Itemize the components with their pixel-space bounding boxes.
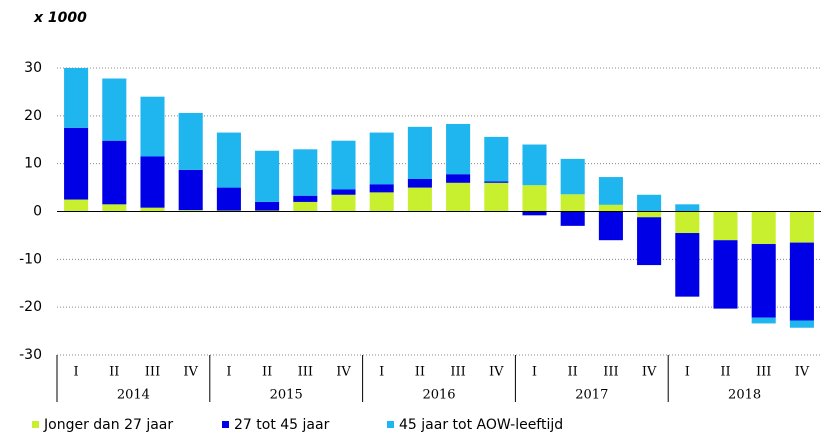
bar-segment (484, 181, 509, 183)
legend-label: 27 tot 45 jaar (234, 417, 330, 433)
bar-segment (751, 211, 776, 245)
y-tick-label: -30 (19, 347, 42, 363)
x-tick-label: IV (183, 365, 198, 380)
x-tick-label: III (145, 365, 160, 380)
bar-segment (407, 178, 432, 188)
year-label: 2016 (422, 388, 455, 403)
x-tick-label: IV (642, 365, 657, 380)
bar-segment (522, 185, 547, 212)
unit-label: x 1000 (33, 10, 87, 26)
bar-segment (598, 177, 623, 205)
bar-segment (102, 140, 127, 205)
bar-segment (255, 150, 280, 202)
bar-segment (713, 211, 738, 241)
bar-segment (369, 192, 394, 212)
x-tick-label: II (568, 365, 578, 380)
y-tick-label: -10 (19, 251, 42, 267)
bar-segment (598, 204, 623, 212)
bar-segment (64, 199, 89, 212)
bar-segment (331, 194, 356, 212)
bar-segment (140, 207, 165, 212)
legend-swatch (222, 421, 229, 428)
y-tick-label: 0 (33, 204, 42, 220)
bar-segment (751, 244, 776, 318)
legend-swatch (387, 421, 394, 428)
bar-segment (178, 169, 203, 211)
y-tick-label: 20 (24, 108, 42, 124)
bar-segment (522, 144, 547, 186)
bar-segment (598, 211, 623, 241)
bar-segment (293, 201, 318, 212)
year-label: 2014 (117, 388, 150, 403)
legend-label: 45 jaar tot AOW-leeftijd (399, 417, 563, 433)
y-tick-label: 30 (24, 60, 42, 76)
bar-segment (64, 68, 89, 128)
bar-segment (560, 158, 585, 195)
x-tick-label: I (74, 365, 79, 380)
bar-segment (178, 112, 203, 170)
bar-segment (140, 156, 165, 208)
x-tick-label: III (450, 365, 465, 380)
x-tick-label: I (685, 365, 690, 380)
legend-label: Jonger dan 27 jaar (43, 417, 173, 433)
x-tick-label: IV (489, 365, 504, 380)
y-tick-label: 10 (24, 156, 42, 172)
bar-segment (446, 174, 471, 183)
bar-segment (560, 194, 585, 212)
bar-segment (484, 136, 509, 182)
bar-segment (216, 187, 241, 211)
legend-swatch (32, 421, 39, 428)
year-label: 2017 (575, 388, 608, 403)
x-tick-label: II (415, 365, 425, 380)
bar-segment (446, 123, 471, 175)
bar-segment (140, 96, 165, 157)
bar-segment (637, 194, 662, 212)
bar-segment (522, 211, 547, 216)
bar-segment (789, 211, 814, 243)
year-label: 2015 (270, 388, 303, 403)
bar-segment (675, 211, 700, 234)
x-tick-label: IV (795, 365, 810, 380)
bar-segment (407, 126, 432, 179)
y-tick-label: -20 (19, 299, 42, 315)
bar-segment (560, 211, 585, 226)
bar-segment (331, 140, 356, 190)
bar-segment (178, 210, 203, 212)
x-tick-label: III (756, 365, 771, 380)
bar-segment (64, 127, 89, 200)
bar-segment (675, 204, 700, 212)
bar-segment (102, 204, 127, 212)
bar-segment (637, 217, 662, 266)
x-tick-label: II (109, 365, 119, 380)
x-tick-label: IV (336, 365, 351, 380)
x-tick-label: II (720, 365, 730, 380)
x-tick-label: I (226, 365, 231, 380)
x-tick-label: III (298, 365, 313, 380)
bar-segment (293, 195, 318, 202)
year-label: 2018 (728, 388, 761, 403)
bar-segment (484, 182, 509, 212)
bar-segment (255, 201, 280, 211)
bar-segment (293, 149, 318, 196)
bar-segment (216, 132, 241, 188)
bar-segment (369, 132, 394, 185)
bar-segment (331, 189, 356, 195)
x-tick-label: I (379, 365, 384, 380)
bar-segment (637, 211, 662, 218)
bar-segment (446, 182, 471, 212)
bar-segment (102, 78, 127, 141)
x-tick-label: II (262, 365, 272, 380)
x-tick-label: III (603, 365, 618, 380)
bar-segment (713, 240, 738, 309)
bar-segment (789, 320, 814, 328)
bar-segment (407, 187, 432, 212)
bar-segment (675, 233, 700, 297)
x-tick-label: I (532, 365, 537, 380)
bar-segment (369, 184, 394, 193)
bar-segment (789, 242, 814, 321)
bar-segment (751, 317, 776, 324)
